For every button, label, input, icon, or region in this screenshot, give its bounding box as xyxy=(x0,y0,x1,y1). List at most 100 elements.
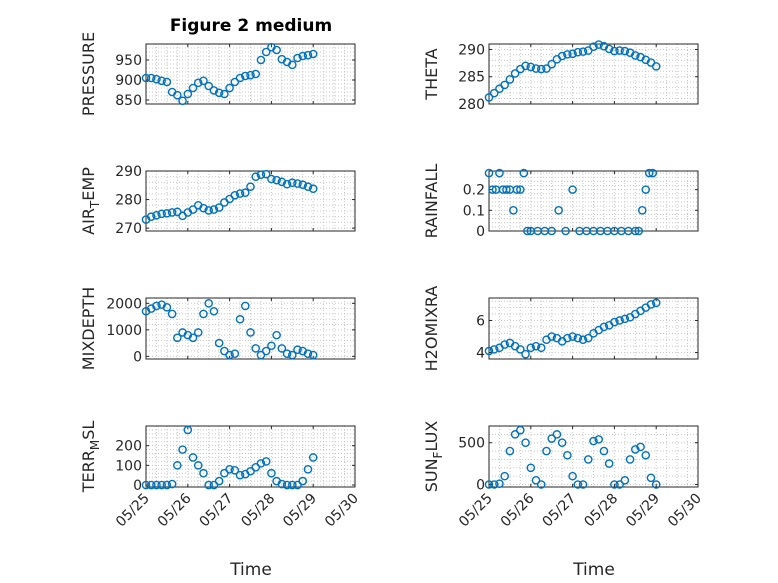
x-axis-label-right: Time xyxy=(572,560,615,580)
y-tick-label: 285 xyxy=(458,70,485,86)
data-point xyxy=(298,51,308,61)
data-point xyxy=(173,461,182,470)
data-point xyxy=(557,51,567,61)
data-point xyxy=(214,203,224,212)
x-tick-label: 05/26 xyxy=(498,490,538,530)
data-point xyxy=(631,445,640,454)
data-point xyxy=(204,480,213,490)
data-point xyxy=(267,174,276,184)
x-tick-label: 05/29 xyxy=(623,491,663,531)
data-point xyxy=(240,71,250,81)
y-tick-label: 950 xyxy=(115,53,142,69)
data-point xyxy=(272,175,281,185)
data-point xyxy=(298,476,308,486)
data-point xyxy=(261,47,271,57)
x-tick-label: 05/25 xyxy=(456,491,496,531)
data-point xyxy=(651,298,661,308)
data-point xyxy=(547,59,557,69)
data-point xyxy=(542,64,551,73)
data-point xyxy=(516,185,525,194)
data-point xyxy=(162,302,172,312)
data-point xyxy=(531,64,541,73)
data-point xyxy=(563,50,572,59)
data-point xyxy=(167,208,177,217)
data-point xyxy=(261,457,271,466)
data-point xyxy=(620,314,630,324)
data-point xyxy=(199,309,208,319)
data-point xyxy=(235,314,245,324)
data-point xyxy=(648,168,658,178)
data-point xyxy=(152,480,161,490)
data-point xyxy=(308,350,318,360)
data-point xyxy=(578,480,588,489)
data-point xyxy=(173,207,182,217)
y-tick-label: 290 xyxy=(115,164,142,180)
data-point xyxy=(610,480,619,489)
data-point xyxy=(230,349,240,358)
data-point xyxy=(488,185,497,194)
data-point xyxy=(214,338,224,348)
data-point xyxy=(261,346,271,356)
data-point xyxy=(573,47,583,57)
data-point xyxy=(646,300,656,309)
data-point xyxy=(272,330,281,340)
data-point xyxy=(500,340,509,349)
data-point xyxy=(146,212,156,222)
data-point xyxy=(214,88,224,98)
data-point xyxy=(573,333,583,343)
data-point xyxy=(240,301,250,311)
data-point xyxy=(204,81,213,91)
data-point xyxy=(220,89,229,99)
data-point xyxy=(636,442,645,452)
data-point xyxy=(495,479,504,488)
data-point xyxy=(152,301,161,311)
axes-frame xyxy=(488,425,699,488)
data-point xyxy=(298,180,308,190)
data-point xyxy=(193,78,203,88)
y-tick-label: 1000 xyxy=(106,323,142,339)
y-tick-label: 280 xyxy=(458,97,485,113)
data-point xyxy=(293,53,302,63)
data-point xyxy=(620,476,630,485)
data-point xyxy=(502,185,511,194)
data-point xyxy=(631,226,640,236)
data-point xyxy=(287,350,297,360)
data-point xyxy=(282,349,292,358)
y-tick-label: 0 xyxy=(476,224,485,240)
x-tick-label: 05/25 xyxy=(113,491,153,531)
x-tick-label: 05/27 xyxy=(197,491,237,531)
data-point xyxy=(157,76,166,86)
data-point xyxy=(578,335,588,345)
axes-frame xyxy=(488,170,699,232)
y-tick-label: 4 xyxy=(476,346,485,362)
y-tick-label: 290 xyxy=(458,42,485,58)
data-point xyxy=(188,453,198,462)
data-point xyxy=(308,453,318,462)
data-point xyxy=(282,480,292,490)
data-point xyxy=(644,168,654,178)
data-point xyxy=(489,345,499,354)
data-point xyxy=(209,86,219,95)
data-point xyxy=(641,450,651,460)
data-point xyxy=(547,226,557,236)
data-point xyxy=(199,468,208,478)
data-point xyxy=(157,480,166,490)
y-axis-label-8: SUNFLUX xyxy=(422,421,445,493)
data-point xyxy=(256,459,266,468)
data-point xyxy=(167,479,177,489)
data-point xyxy=(547,332,557,341)
data-point xyxy=(256,170,266,180)
axes-frame xyxy=(145,425,356,488)
data-point xyxy=(519,168,529,178)
data-point xyxy=(167,309,177,319)
data-point xyxy=(651,62,661,71)
y-tick-label: 270 xyxy=(115,221,142,237)
data-point xyxy=(225,464,234,474)
data-point xyxy=(651,480,661,489)
data-point xyxy=(246,70,255,80)
data-point xyxy=(141,73,151,83)
data-point xyxy=(620,46,630,56)
x-tick-label: 05/27 xyxy=(540,491,580,531)
subplot-5: 0 1000 2000 MIXDEPTH xyxy=(79,287,356,370)
data-point xyxy=(634,226,644,236)
